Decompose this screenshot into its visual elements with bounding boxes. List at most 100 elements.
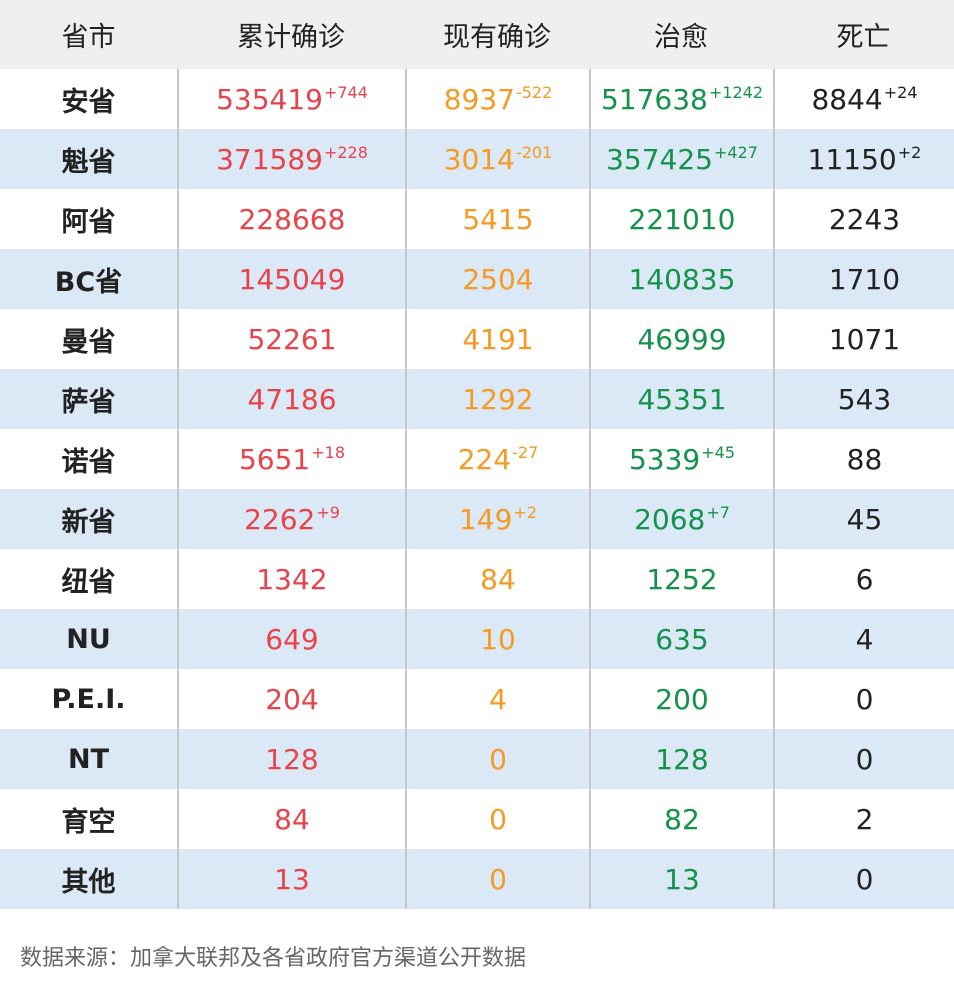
confirmed-cell: 47186 bbox=[177, 369, 405, 429]
province-name: P.E.I. bbox=[51, 683, 126, 715]
deaths-cell: 88 bbox=[773, 429, 954, 489]
cured-value: 1252 bbox=[646, 562, 718, 596]
deaths-cell: 0 bbox=[773, 669, 954, 729]
province-name: 新省 bbox=[61, 506, 116, 538]
province-name: 育空 bbox=[61, 806, 116, 838]
deaths-cell: 2243 bbox=[773, 189, 954, 249]
deaths-value: 1710 bbox=[828, 262, 901, 296]
existing-cell: 0 bbox=[405, 789, 589, 849]
province-name: 曼省 bbox=[61, 326, 116, 358]
table-row: 育空 84 0 82 2 bbox=[0, 789, 954, 849]
existing-value: 4191 bbox=[462, 322, 534, 356]
province-name: BC省 bbox=[54, 266, 123, 298]
existing-cell: 149 +2 bbox=[405, 489, 589, 549]
table-row: BC省 145049 2504 140835 1710 bbox=[0, 249, 954, 309]
cured-cell: 2068 +7 bbox=[589, 489, 773, 549]
table-row: P.E.I. 204 4 200 0 bbox=[0, 669, 954, 729]
existing-cell: 4 bbox=[405, 669, 589, 729]
table-row: NT 128 0 128 0 bbox=[0, 729, 954, 789]
confirmed-delta: +9 bbox=[316, 503, 340, 522]
deaths-value: 0 bbox=[855, 742, 874, 776]
table-body: 安省 535419 +744 8937 -522 517638 +1242 8844 +24 魁省… bbox=[0, 69, 954, 909]
existing-value: 149 bbox=[458, 502, 513, 536]
cured-cell: 200 bbox=[589, 669, 773, 729]
deaths-value: 45 bbox=[846, 502, 883, 536]
deaths-cell: 45 bbox=[773, 489, 954, 549]
deaths-cell: 0 bbox=[773, 849, 954, 909]
deaths-value: 6 bbox=[855, 562, 874, 596]
existing-value: 3014 bbox=[443, 142, 515, 176]
existing-value: 5415 bbox=[462, 202, 534, 236]
confirmed-cell: 2262 +9 bbox=[177, 489, 405, 549]
province-name: 纽省 bbox=[61, 566, 116, 598]
cured-cell: 635 bbox=[589, 609, 773, 669]
cured-delta: +45 bbox=[701, 443, 736, 462]
confirmed-value: 228668 bbox=[238, 202, 346, 236]
deaths-value: 8844 bbox=[811, 82, 883, 116]
deaths-delta: +2 bbox=[897, 143, 922, 162]
existing-cell: 224 -27 bbox=[405, 429, 589, 489]
cured-cell: 82 bbox=[589, 789, 773, 849]
cured-cell: 140835 bbox=[589, 249, 773, 309]
deaths-cell: 4 bbox=[773, 609, 954, 669]
cured-value: 45351 bbox=[637, 382, 727, 416]
existing-cell: 10 bbox=[405, 609, 589, 669]
cured-value: 46999 bbox=[637, 322, 727, 356]
deaths-cell: 1071 bbox=[773, 309, 954, 369]
deaths-cell: 0 bbox=[773, 729, 954, 789]
existing-delta: +2 bbox=[513, 503, 538, 522]
table-header: 省市 累计确诊 现有确诊 治愈 死亡 bbox=[0, 0, 954, 69]
confirmed-value: 2262 bbox=[244, 502, 316, 536]
existing-value: 84 bbox=[480, 562, 516, 596]
existing-value: 224 bbox=[457, 442, 512, 476]
existing-value: 2504 bbox=[462, 262, 534, 296]
confirmed-cell: 1342 bbox=[177, 549, 405, 609]
confirmed-cell: 204 bbox=[177, 669, 405, 729]
cured-cell: 128 bbox=[589, 729, 773, 789]
cured-cell: 517638 +1242 bbox=[589, 69, 773, 129]
table-row: 萨省 47186 1292 45351 543 bbox=[0, 369, 954, 429]
table-row: 魁省 371589 +228 3014 -201 357425 +427 11150 +2 bbox=[0, 129, 954, 189]
existing-value: 0 bbox=[489, 742, 507, 776]
confirmed-value: 47186 bbox=[247, 382, 337, 416]
existing-value: 4 bbox=[489, 682, 507, 716]
confirmed-cell: 145049 bbox=[177, 249, 405, 309]
confirmed-cell: 84 bbox=[177, 789, 405, 849]
deaths-value: 11150 bbox=[807, 142, 897, 176]
confirmed-cell: 371589 +228 bbox=[177, 129, 405, 189]
confirmed-value: 371589 bbox=[216, 142, 323, 176]
existing-cell: 84 bbox=[405, 549, 589, 609]
cured-delta: +1242 bbox=[708, 83, 763, 102]
cured-value: 357425 bbox=[606, 142, 713, 176]
province-name: 阿省 bbox=[61, 206, 116, 238]
existing-value: 0 bbox=[489, 802, 507, 836]
existing-cell: 4191 bbox=[405, 309, 589, 369]
confirmed-delta: +228 bbox=[323, 143, 368, 162]
deaths-delta: +24 bbox=[883, 83, 918, 102]
confirmed-cell: 128 bbox=[177, 729, 405, 789]
deaths-cell: 2 bbox=[773, 789, 954, 849]
existing-value: 1292 bbox=[462, 382, 534, 416]
cured-value: 200 bbox=[655, 682, 709, 716]
cured-cell: 45351 bbox=[589, 369, 773, 429]
deaths-value: 0 bbox=[855, 862, 874, 896]
cured-cell: 221010 bbox=[589, 189, 773, 249]
cured-delta: +7 bbox=[706, 503, 730, 522]
cured-value: 2068 bbox=[634, 502, 706, 536]
deaths-cell: 543 bbox=[773, 369, 954, 429]
province-name: 其他 bbox=[61, 866, 116, 898]
existing-cell: 5415 bbox=[405, 189, 589, 249]
confirmed-cell: 649 bbox=[177, 609, 405, 669]
confirmed-cell: 5651 +18 bbox=[177, 429, 405, 489]
cured-cell: 13 bbox=[589, 849, 773, 909]
existing-delta: -201 bbox=[515, 143, 553, 162]
existing-cell: 0 bbox=[405, 729, 589, 789]
existing-delta: -522 bbox=[515, 83, 553, 102]
confirmed-value: 84 bbox=[274, 802, 310, 836]
existing-cell: 2504 bbox=[405, 249, 589, 309]
table-row: 纽省 1342 84 1252 6 bbox=[0, 549, 954, 609]
confirmed-cell: 228668 bbox=[177, 189, 405, 249]
existing-cell: 8937 -522 bbox=[405, 69, 589, 129]
confirmed-cell: 535419 +744 bbox=[177, 69, 405, 129]
cured-value: 13 bbox=[664, 862, 700, 896]
